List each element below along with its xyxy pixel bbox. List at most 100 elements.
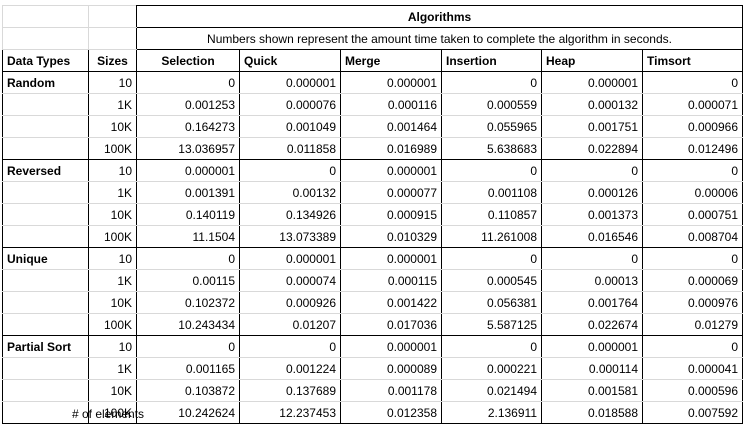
cell[interactable] <box>2 269 89 292</box>
algo-header-timsort[interactable]: Timsort <box>642 49 743 72</box>
time-cell[interactable]: 0.000077 <box>340 181 442 204</box>
time-cell[interactable]: 0.000001 <box>239 247 341 270</box>
time-cell[interactable]: 0.018588 <box>541 401 643 424</box>
time-cell[interactable]: 0.000001 <box>136 159 240 182</box>
time-cell[interactable]: 0.01279 <box>642 313 743 336</box>
cell[interactable] <box>2 203 89 226</box>
time-cell[interactable]: 11.261008 <box>441 225 542 248</box>
time-cell[interactable]: 0.000132 <box>541 93 643 116</box>
time-cell[interactable]: 0.000001 <box>239 71 341 94</box>
algo-header-merge[interactable]: Merge <box>340 49 442 72</box>
time-cell[interactable]: 0.001464 <box>340 115 442 138</box>
time-cell[interactable]: 0.001391 <box>136 181 240 204</box>
time-cell[interactable]: 0.000001 <box>340 159 442 182</box>
time-cell[interactable]: 0.000559 <box>441 93 542 116</box>
cell[interactable] <box>2 93 89 116</box>
time-cell[interactable]: 0.011858 <box>239 137 341 160</box>
size-cell[interactable]: 100K <box>88 401 137 424</box>
time-cell[interactable]: 0.000041 <box>642 357 743 380</box>
size-cell[interactable]: 10K <box>88 379 137 402</box>
time-cell[interactable]: 0.000001 <box>340 335 442 358</box>
time-cell[interactable]: 0.017036 <box>340 313 442 336</box>
time-cell[interactable]: 10.242624 <box>136 401 240 424</box>
time-cell[interactable]: 0.00132 <box>239 181 341 204</box>
time-cell[interactable]: 12.237453 <box>239 401 341 424</box>
algo-header-selection[interactable]: Selection <box>136 49 240 72</box>
time-cell[interactable]: 0.021494 <box>441 379 542 402</box>
time-cell[interactable]: 0.056381 <box>441 291 542 314</box>
time-cell[interactable]: 0.000076 <box>239 93 341 116</box>
time-cell[interactable]: 0.007592 <box>642 401 743 424</box>
time-cell[interactable]: 0.000221 <box>441 357 542 380</box>
size-cell[interactable]: 10 <box>88 159 137 182</box>
time-cell[interactable]: 0.000976 <box>642 291 743 314</box>
size-cell[interactable]: 10 <box>88 335 137 358</box>
time-cell[interactable]: 0.137689 <box>239 379 341 402</box>
size-cell[interactable]: 10K <box>88 291 137 314</box>
time-cell[interactable]: 0.000074 <box>239 269 341 292</box>
time-cell[interactable]: 0 <box>441 247 542 270</box>
size-cell[interactable]: 10K <box>88 203 137 226</box>
table-subtitle[interactable]: Numbers shown represent the amount time … <box>136 27 743 50</box>
time-cell[interactable]: 0.008704 <box>642 225 743 248</box>
time-cell[interactable]: 0.000001 <box>541 335 643 358</box>
time-cell[interactable]: 0.00006 <box>642 181 743 204</box>
size-cell[interactable]: 1K <box>88 181 137 204</box>
time-cell[interactable]: 0.110857 <box>441 203 542 226</box>
time-cell[interactable]: 0 <box>136 335 240 358</box>
time-cell[interactable]: 0.016989 <box>340 137 442 160</box>
time-cell[interactable]: 0.000545 <box>441 269 542 292</box>
time-cell[interactable]: 0.001165 <box>136 357 240 380</box>
time-cell[interactable]: 10.243434 <box>136 313 240 336</box>
size-cell[interactable]: 100K <box>88 137 137 160</box>
cell[interactable] <box>2 181 89 204</box>
time-cell[interactable]: 0.022894 <box>541 137 643 160</box>
time-cell[interactable]: 0.000089 <box>340 357 442 380</box>
data-type-label[interactable]: Random <box>2 71 89 94</box>
cell[interactable] <box>2 379 89 402</box>
time-cell[interactable]: 0 <box>541 159 643 182</box>
time-cell[interactable]: 0.000926 <box>239 291 341 314</box>
cell[interactable] <box>2 313 89 336</box>
size-cell[interactable]: 10 <box>88 247 137 270</box>
time-cell[interactable]: 0.000915 <box>340 203 442 226</box>
time-cell[interactable]: 0.164273 <box>136 115 240 138</box>
time-cell[interactable]: 0 <box>239 159 341 182</box>
time-cell[interactable]: 0.001108 <box>441 181 542 204</box>
time-cell[interactable]: 0.00115 <box>136 269 240 292</box>
time-cell[interactable]: 0.012358 <box>340 401 442 424</box>
time-cell[interactable]: 0.022674 <box>541 313 643 336</box>
time-cell[interactable]: 0 <box>642 159 743 182</box>
time-cell[interactable]: 0.010329 <box>340 225 442 248</box>
time-cell[interactable]: 0 <box>441 159 542 182</box>
time-cell[interactable]: 0.000116 <box>340 93 442 116</box>
time-cell[interactable]: 0.102372 <box>136 291 240 314</box>
time-cell[interactable]: 0.000115 <box>340 269 442 292</box>
time-cell[interactable]: 0.016546 <box>541 225 643 248</box>
time-cell[interactable]: 0.001253 <box>136 93 240 116</box>
algo-header-heap[interactable]: Heap <box>541 49 643 72</box>
size-cell[interactable]: 1K <box>88 357 137 380</box>
time-cell[interactable]: 0.000114 <box>541 357 643 380</box>
time-cell[interactable]: 0.000069 <box>642 269 743 292</box>
cell[interactable] <box>2 357 89 380</box>
time-cell[interactable]: 0 <box>136 71 240 94</box>
time-cell[interactable]: 0.103872 <box>136 379 240 402</box>
time-cell[interactable]: 0.001049 <box>239 115 341 138</box>
time-cell[interactable]: 0.000071 <box>642 93 743 116</box>
time-cell[interactable]: 13.036957 <box>136 137 240 160</box>
time-cell[interactable]: 0.001422 <box>340 291 442 314</box>
time-cell[interactable]: 0.000596 <box>642 379 743 402</box>
algo-header-insertion[interactable]: Insertion <box>441 49 542 72</box>
time-cell[interactable]: 0.012496 <box>642 137 743 160</box>
time-cell[interactable]: 0.000126 <box>541 181 643 204</box>
time-cell[interactable]: 0 <box>239 335 341 358</box>
time-cell[interactable]: 0.01207 <box>239 313 341 336</box>
time-cell[interactable]: 0.001764 <box>541 291 643 314</box>
time-cell[interactable]: 13.073389 <box>239 225 341 248</box>
time-cell[interactable]: 0.140119 <box>136 203 240 226</box>
size-cell[interactable]: 1K <box>88 269 137 292</box>
size-cell[interactable]: 100K <box>88 313 137 336</box>
time-cell[interactable]: 0.001224 <box>239 357 341 380</box>
time-cell[interactable]: 0 <box>642 247 743 270</box>
